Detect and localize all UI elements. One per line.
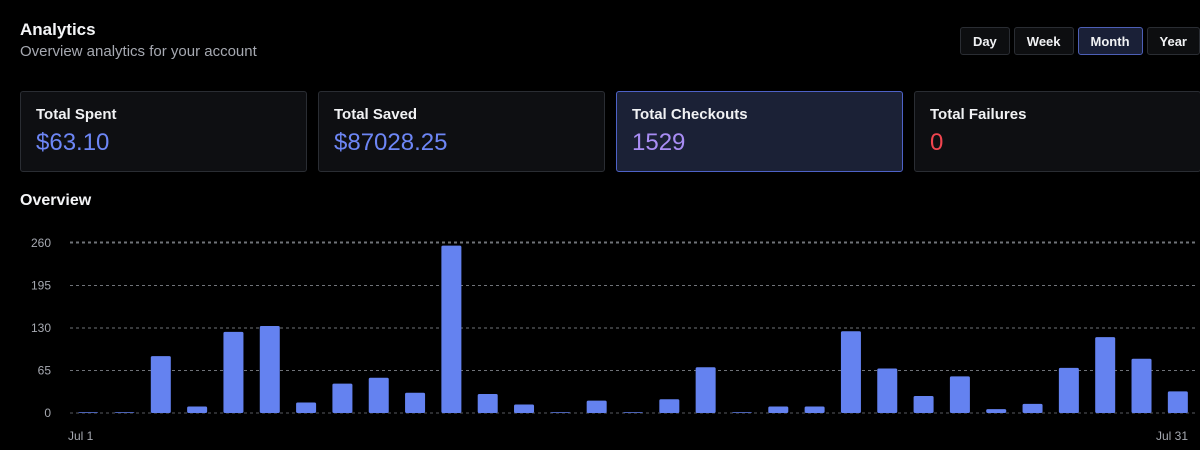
bar[interactable]	[1022, 403, 1043, 413]
range-year-button[interactable]: Year	[1146, 27, 1200, 55]
bar[interactable]	[1058, 367, 1079, 413]
y-tick-label: 195	[31, 279, 51, 293]
page-header: Analytics Overview analytics for your ac…	[20, 18, 257, 60]
card-value: $63.10	[36, 129, 110, 156]
range-month-button[interactable]: Month	[1077, 27, 1143, 55]
bar[interactable]	[296, 402, 317, 413]
card-total-failures[interactable]: Total Failures 0	[914, 91, 1200, 172]
time-range-selector: Day Week Month Year	[959, 27, 1200, 55]
bar[interactable]	[259, 326, 280, 413]
y-tick-label: 0	[44, 406, 51, 420]
bar[interactable]	[114, 412, 135, 413]
card-value: $87028.25	[334, 129, 448, 156]
bar[interactable]	[405, 392, 426, 413]
range-week-button[interactable]: Week	[1013, 27, 1074, 55]
page-title: Analytics	[20, 20, 96, 39]
bar[interactable]	[1095, 337, 1116, 413]
bar[interactable]	[586, 400, 607, 413]
x-tick-label: Jul 31	[1156, 429, 1188, 443]
overview-bar-chart: 0 65 130 195 260 Jul 1 Jul 31	[31, 236, 1196, 443]
bar[interactable]	[986, 409, 1007, 413]
bar[interactable]	[659, 399, 680, 413]
range-day-button[interactable]: Day	[959, 27, 1010, 55]
bar[interactable]	[441, 245, 462, 413]
bar[interactable]	[368, 377, 389, 413]
card-value: 1529	[632, 129, 686, 156]
bar[interactable]	[1167, 391, 1188, 413]
overview-title: Overview	[20, 192, 92, 209]
bar[interactable]	[223, 331, 244, 413]
bar[interactable]	[768, 406, 789, 413]
y-tick-label: 130	[31, 321, 51, 335]
bar[interactable]	[623, 412, 643, 413]
stat-cards: Total Spent $63.10 Total Saved $87028.25…	[20, 91, 1200, 172]
bar[interactable]	[949, 376, 970, 413]
card-label: Total Saved	[334, 106, 418, 123]
bar[interactable]	[550, 412, 571, 413]
card-total-spent[interactable]: Total Spent $63.10	[20, 91, 307, 172]
bar[interactable]	[804, 406, 825, 413]
bar[interactable]	[731, 412, 752, 413]
bar[interactable]	[78, 412, 99, 413]
card-label: Total Checkouts	[632, 106, 748, 123]
bar[interactable]	[514, 404, 535, 414]
card-total-checkouts[interactable]: Total Checkouts 1529	[616, 91, 903, 172]
page-subtitle: Overview analytics for your account	[20, 43, 257, 60]
bar[interactable]	[187, 406, 208, 413]
card-label: Total Spent	[36, 106, 117, 123]
bar[interactable]	[477, 394, 498, 413]
x-tick-label: Jul 1	[68, 429, 94, 443]
bar[interactable]	[913, 396, 934, 413]
bar[interactable]	[695, 367, 716, 413]
y-tick-label: 65	[38, 364, 52, 378]
bar[interactable]	[150, 356, 171, 413]
card-total-saved[interactable]: Total Saved $87028.25	[318, 91, 605, 172]
card-label: Total Failures	[930, 106, 1027, 123]
bar[interactable]	[840, 331, 861, 413]
card-value: 0	[930, 129, 944, 156]
bar[interactable]	[877, 368, 898, 413]
bar[interactable]	[332, 383, 353, 413]
bar[interactable]	[1131, 358, 1152, 413]
y-tick-label: 260	[31, 236, 51, 250]
